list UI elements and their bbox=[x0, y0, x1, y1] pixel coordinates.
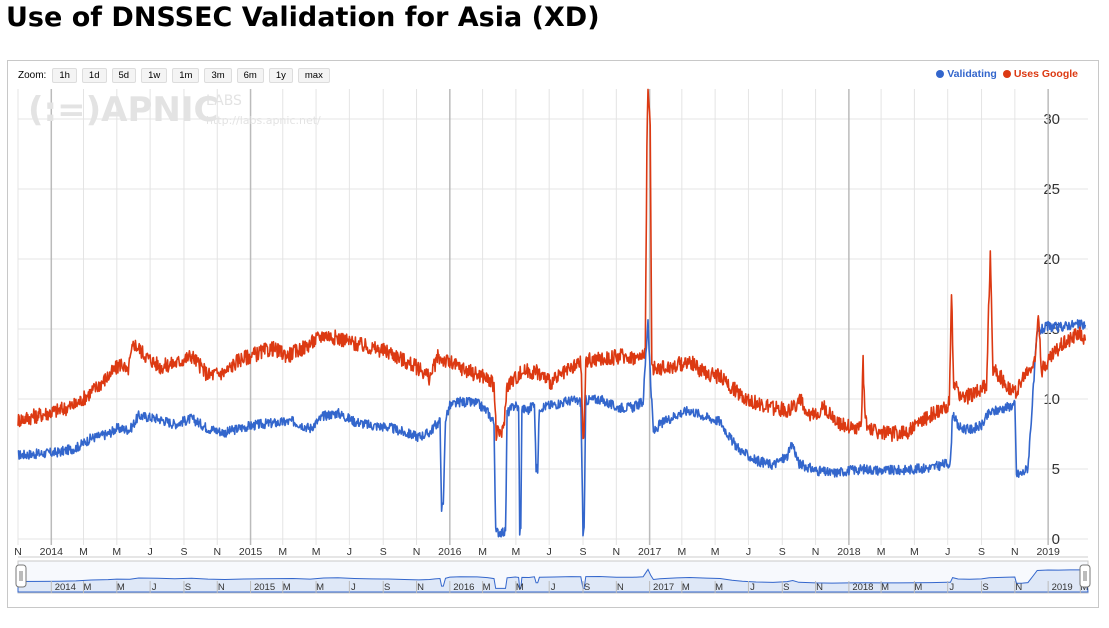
series-line-validating[interactable] bbox=[17, 319, 1087, 538]
x-tick-label: S bbox=[978, 546, 985, 558]
navigator-tick-label: N bbox=[417, 582, 424, 593]
x-tick-label: N bbox=[613, 546, 621, 558]
zoom-button-max[interactable]: max bbox=[297, 68, 330, 83]
x-tick-label: M bbox=[112, 546, 121, 558]
x-tick-label: N bbox=[413, 546, 421, 558]
x-tick-label: 2015 bbox=[239, 546, 263, 558]
watermark-logo: (:=)APNIC bbox=[28, 90, 218, 130]
navigator-tick-label: M bbox=[516, 582, 524, 593]
navigator-tick-label: M bbox=[283, 582, 291, 593]
zoom-button-1m[interactable]: 1m bbox=[172, 68, 200, 83]
series-line-uses-google[interactable] bbox=[17, 88, 1087, 442]
navigator-tick-label: M bbox=[316, 582, 324, 593]
x-tick-label: S bbox=[380, 546, 387, 558]
x-tick-label: 2016 bbox=[438, 546, 462, 558]
zoom-button-1d[interactable]: 1d bbox=[81, 68, 107, 83]
zoom-button-6m[interactable]: 6m bbox=[236, 68, 264, 83]
x-tick-label: N bbox=[812, 546, 820, 558]
navigator-tick-label: M bbox=[117, 582, 125, 593]
navigator-tick-label: J bbox=[551, 582, 556, 593]
navigator-tick-label: 2019 bbox=[1052, 582, 1073, 593]
legend-item-validating[interactable]: Validating bbox=[936, 68, 997, 80]
y-tick-label: 25 bbox=[1043, 181, 1060, 198]
legend-dot-icon bbox=[936, 70, 945, 78]
navigator-tick-label: M bbox=[84, 582, 92, 593]
x-tick-label: 2019 bbox=[1036, 546, 1060, 558]
x-tick-label: N bbox=[213, 546, 221, 558]
chart-panel: 0 5 10 15 20 25 30 N 2014 M M J S N 2015 M M J S N 2016 M M J S N… bbox=[7, 60, 1099, 608]
navigator-tick-label: S bbox=[384, 582, 390, 593]
y-tick-label: 5 bbox=[1052, 461, 1060, 478]
navigator-left-handle[interactable] bbox=[15, 564, 27, 588]
navigator-tick-label: N bbox=[617, 582, 624, 593]
navigator-tick-label: J bbox=[152, 582, 157, 593]
navigator-tick-label: M bbox=[881, 582, 889, 593]
y-tick-label: 20 bbox=[1043, 251, 1060, 268]
x-tick-label: M bbox=[278, 546, 287, 558]
navigator-tick-label: 2014 bbox=[55, 582, 76, 593]
navigator-tick-label: S bbox=[584, 582, 590, 593]
zoom-toolbar: Zoom: 1h 1d 5d 1w 1m 3m 6m 1y max bbox=[18, 68, 335, 83]
zoom-label: Zoom: bbox=[18, 70, 47, 81]
navigator-tick-label: M bbox=[682, 582, 690, 593]
x-tick-label: M bbox=[910, 546, 919, 558]
navigator-tick-label: J bbox=[750, 582, 755, 593]
navigator-tick-label: N bbox=[218, 582, 225, 593]
zoom-button-1h[interactable]: 1h bbox=[52, 68, 77, 83]
x-tick-label: J bbox=[547, 546, 552, 558]
x-tick-label: 2017 bbox=[638, 546, 662, 558]
navigator-tick-label: 2018 bbox=[852, 582, 873, 593]
x-tick-label: N bbox=[14, 546, 22, 558]
y-tick-label: 30 bbox=[1043, 111, 1060, 128]
navigator-tick-label: M bbox=[715, 582, 723, 593]
x-tick-label: J bbox=[147, 546, 152, 558]
x-tick-label: N bbox=[1011, 546, 1019, 558]
navigator-tick-label: 2016 bbox=[453, 582, 474, 593]
navigator-tick-label: 2015 bbox=[254, 582, 275, 593]
navigator-tick-label: M bbox=[914, 582, 922, 593]
navigator-tick-label: J bbox=[351, 582, 356, 593]
chart-legend: Validating Uses Google bbox=[930, 68, 1078, 80]
legend-label-uses-google: Uses Google bbox=[1013, 68, 1078, 80]
x-tick-label: J bbox=[746, 546, 751, 558]
legend-dot-icon bbox=[1002, 70, 1011, 78]
navigator-tick-label: 2017 bbox=[653, 582, 674, 593]
zoom-button-5d[interactable]: 5d bbox=[111, 68, 137, 83]
zoom-button-1y[interactable]: 1y bbox=[268, 68, 293, 83]
zoom-button-3m[interactable]: 3m bbox=[204, 68, 232, 83]
navigator-area bbox=[17, 568, 1089, 593]
x-tick-label: M bbox=[877, 546, 886, 558]
navigator-tick-label: S bbox=[783, 582, 789, 593]
x-tick-label: 2014 bbox=[40, 546, 64, 558]
x-tick-label: 2018 bbox=[837, 546, 861, 558]
x-tick-label: S bbox=[779, 546, 786, 558]
zoom-button-1w[interactable]: 1w bbox=[141, 68, 168, 83]
navigator-tick-label: N bbox=[1015, 582, 1022, 593]
watermark-url: http://labs.apnic.net/ bbox=[206, 114, 321, 127]
x-tick-label: J bbox=[945, 546, 950, 558]
x-tick-label: M bbox=[478, 546, 487, 558]
navigator-tick-label: S bbox=[982, 582, 988, 593]
page-title: Use of DNSSEC Validation for Asia (XD) bbox=[6, 2, 600, 33]
x-tick-label: M bbox=[677, 546, 686, 558]
x-tick-label: S bbox=[580, 546, 587, 558]
navigator-right-handle[interactable] bbox=[1079, 564, 1091, 588]
navigator-tick-label: N bbox=[816, 582, 823, 593]
x-tick-label: M bbox=[79, 546, 88, 558]
x-tick-label: M bbox=[512, 546, 521, 558]
x-tick-label: S bbox=[180, 546, 187, 558]
y-tick-label: 0 bbox=[1052, 531, 1060, 548]
x-tick-label: J bbox=[347, 546, 352, 558]
navigator-tick-label: M bbox=[483, 582, 491, 593]
navigator-tick-label: J bbox=[949, 582, 954, 593]
x-tick-label: M bbox=[711, 546, 720, 558]
legend-item-uses-google[interactable]: Uses Google bbox=[1002, 68, 1078, 80]
watermark-labs: LABS bbox=[206, 93, 242, 109]
navigator-tick-label: S bbox=[185, 582, 191, 593]
legend-label-validating: Validating bbox=[947, 68, 997, 80]
y-tick-label: 10 bbox=[1043, 391, 1060, 408]
x-tick-label: M bbox=[312, 546, 321, 558]
